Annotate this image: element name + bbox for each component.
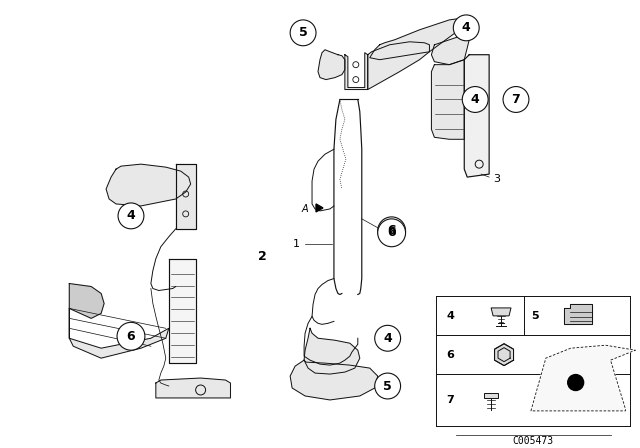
- Text: 6: 6: [387, 226, 396, 239]
- Text: C005473: C005473: [513, 436, 554, 446]
- Circle shape: [462, 86, 488, 112]
- Polygon shape: [318, 50, 345, 80]
- Polygon shape: [495, 344, 513, 366]
- Text: 5: 5: [299, 26, 307, 39]
- Text: 2: 2: [258, 250, 267, 263]
- Polygon shape: [69, 308, 169, 358]
- Circle shape: [290, 20, 316, 46]
- Polygon shape: [316, 204, 323, 212]
- Polygon shape: [156, 378, 230, 398]
- Polygon shape: [106, 164, 191, 206]
- Polygon shape: [464, 55, 489, 177]
- Text: 7: 7: [511, 93, 520, 106]
- Polygon shape: [484, 393, 498, 398]
- Circle shape: [374, 325, 401, 351]
- Text: A: A: [301, 204, 308, 214]
- Text: 4: 4: [462, 22, 470, 34]
- Polygon shape: [176, 164, 196, 229]
- Text: 6: 6: [127, 330, 135, 343]
- Polygon shape: [431, 60, 464, 139]
- Circle shape: [378, 217, 406, 245]
- Circle shape: [374, 373, 401, 399]
- Polygon shape: [491, 308, 511, 316]
- Polygon shape: [304, 328, 360, 374]
- Polygon shape: [345, 53, 368, 90]
- Text: 4: 4: [383, 332, 392, 345]
- Polygon shape: [531, 345, 636, 411]
- Text: 3: 3: [493, 174, 500, 184]
- Text: 1: 1: [293, 239, 300, 249]
- Polygon shape: [370, 18, 469, 60]
- Circle shape: [378, 219, 406, 247]
- Text: 4: 4: [127, 209, 135, 222]
- Circle shape: [453, 15, 479, 41]
- Polygon shape: [431, 35, 469, 65]
- Polygon shape: [368, 42, 429, 90]
- Text: 4: 4: [446, 311, 454, 321]
- Text: 7: 7: [446, 395, 454, 405]
- Circle shape: [118, 203, 144, 229]
- Text: 5: 5: [532, 311, 540, 321]
- Text: 6: 6: [387, 224, 396, 237]
- Circle shape: [117, 323, 145, 350]
- Text: 5: 5: [383, 379, 392, 392]
- Circle shape: [568, 375, 584, 391]
- Circle shape: [503, 86, 529, 112]
- Polygon shape: [564, 304, 593, 324]
- Text: 4: 4: [471, 93, 479, 106]
- Polygon shape: [290, 360, 378, 400]
- Polygon shape: [169, 258, 196, 363]
- Polygon shape: [69, 284, 104, 319]
- Text: 6: 6: [446, 350, 454, 360]
